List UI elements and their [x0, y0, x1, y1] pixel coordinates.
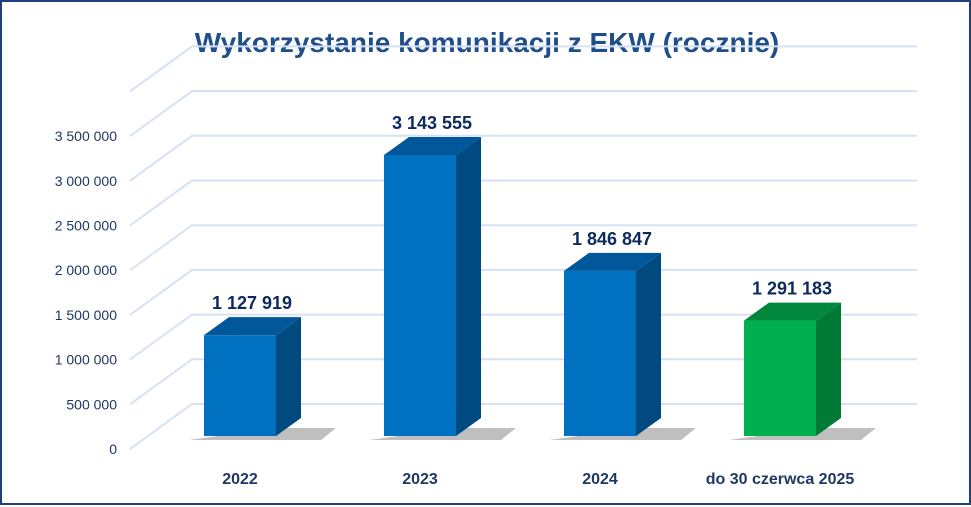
bar-side	[816, 302, 841, 436]
bar	[744, 320, 816, 436]
gridline	[129, 90, 917, 137]
bar	[384, 154, 456, 436]
bar-side	[636, 252, 661, 436]
y-tick-label: 2 500 000	[55, 218, 117, 234]
gridline	[129, 313, 917, 361]
chart-title: Wykorzystanie komunikacji z EKW (rocznie…	[195, 27, 780, 58]
data-label: 1 846 847	[572, 229, 652, 249]
data-label: 3 143 555	[392, 113, 472, 133]
bar	[204, 335, 276, 436]
y-tick-label: 1 000 000	[55, 352, 117, 368]
bar-side	[456, 136, 481, 436]
y-tick-label: 3 000 000	[55, 173, 117, 189]
x-tick-label: 2024	[582, 471, 618, 488]
gridline	[129, 179, 917, 227]
data-label: 1 127 919	[212, 293, 292, 313]
y-tick-label: 1 500 000	[55, 307, 117, 323]
gridline	[129, 358, 917, 406]
bar-top	[384, 136, 481, 155]
y-tick-label: 2 000 000	[55, 262, 117, 278]
gridline	[129, 403, 917, 450]
y-tick-label: 3 500 000	[55, 128, 117, 144]
data-label: 1 291 183	[752, 279, 832, 299]
bar-side	[276, 317, 301, 436]
bar-top	[744, 302, 841, 321]
bar-top	[564, 252, 661, 271]
gridline	[129, 134, 917, 182]
gridline	[129, 224, 917, 272]
x-tick-label: 2022	[222, 471, 258, 488]
bar	[564, 270, 636, 436]
x-tick-label: do 30 czerwca 2025	[706, 471, 855, 488]
bar-top	[204, 317, 301, 336]
y-tick-label: 500 000	[66, 396, 117, 412]
gridline	[129, 45, 917, 93]
y-tick-label: 0	[109, 441, 117, 457]
gridline	[129, 268, 917, 316]
x-tick-label: 2023	[402, 471, 438, 488]
